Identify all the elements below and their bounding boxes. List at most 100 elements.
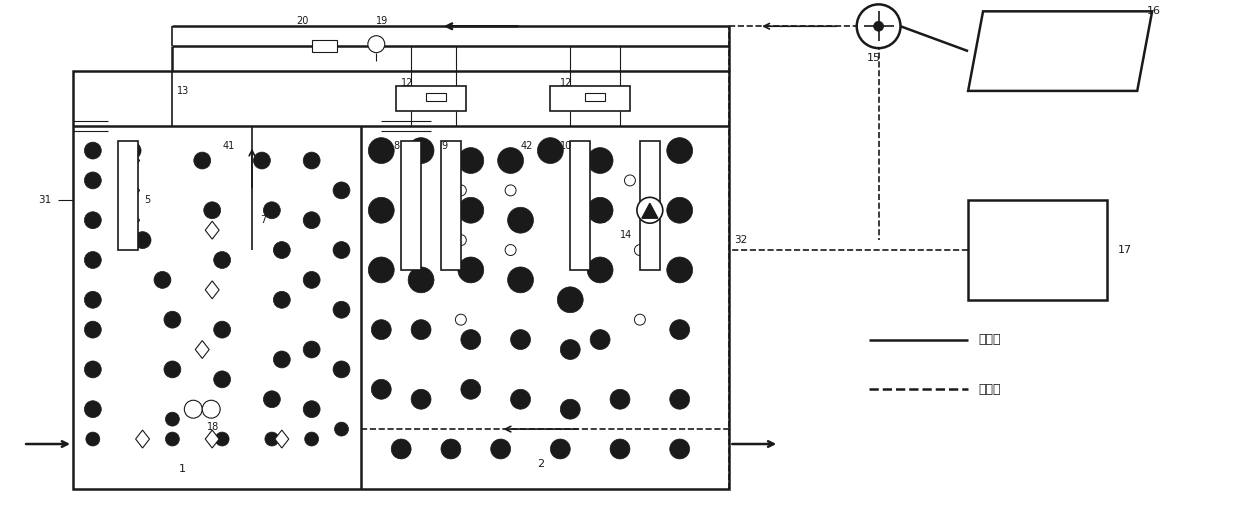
Circle shape	[455, 314, 466, 325]
Circle shape	[263, 202, 280, 219]
Bar	[640, 140, 660, 270]
Text: 1: 1	[179, 464, 186, 474]
Circle shape	[84, 252, 102, 268]
Circle shape	[588, 148, 613, 174]
Circle shape	[84, 401, 102, 418]
Circle shape	[610, 389, 630, 409]
Circle shape	[560, 340, 580, 359]
Text: 18: 18	[207, 422, 219, 432]
Circle shape	[84, 212, 102, 229]
Polygon shape	[642, 203, 657, 218]
Text: 20: 20	[296, 16, 309, 27]
Bar	[427, 93, 446, 101]
Circle shape	[84, 321, 102, 338]
Circle shape	[392, 439, 412, 459]
Circle shape	[304, 271, 320, 289]
Bar	[73, 71, 729, 489]
Circle shape	[637, 197, 662, 223]
Bar	[397, 86, 466, 111]
Polygon shape	[135, 430, 150, 448]
Bar	[402, 140, 422, 270]
Circle shape	[185, 400, 202, 418]
Circle shape	[667, 257, 693, 283]
Circle shape	[874, 21, 884, 31]
Circle shape	[441, 439, 461, 459]
Polygon shape	[125, 152, 140, 170]
Text: 污水管: 污水管	[978, 333, 1001, 346]
Text: 16: 16	[1147, 6, 1161, 16]
Circle shape	[511, 389, 531, 409]
Polygon shape	[125, 211, 140, 229]
Circle shape	[412, 389, 432, 409]
Bar	[968, 200, 1107, 300]
Circle shape	[165, 432, 180, 446]
Circle shape	[213, 371, 231, 388]
Circle shape	[588, 257, 613, 283]
Circle shape	[497, 148, 523, 174]
Text: 7: 7	[260, 215, 267, 225]
Polygon shape	[206, 430, 219, 448]
Circle shape	[590, 330, 610, 349]
Text: 42: 42	[521, 140, 533, 151]
Circle shape	[371, 380, 392, 399]
Circle shape	[560, 399, 580, 419]
Circle shape	[412, 320, 432, 340]
Circle shape	[84, 142, 102, 159]
Circle shape	[461, 330, 481, 349]
Text: 5: 5	[145, 196, 151, 205]
Circle shape	[84, 361, 102, 378]
Bar	[311, 40, 336, 52]
Text: 41: 41	[222, 140, 234, 151]
Text: 31: 31	[38, 196, 51, 205]
Circle shape	[304, 401, 320, 418]
Text: 13: 13	[177, 86, 190, 96]
Bar	[570, 140, 590, 270]
Bar	[118, 140, 138, 250]
Circle shape	[507, 267, 533, 293]
Circle shape	[86, 432, 99, 446]
Circle shape	[193, 152, 211, 169]
Text: 12: 12	[402, 78, 414, 88]
Circle shape	[537, 138, 563, 163]
Text: 15: 15	[867, 53, 880, 63]
Circle shape	[164, 311, 181, 328]
Circle shape	[304, 341, 320, 358]
Text: 19: 19	[376, 16, 388, 27]
Circle shape	[667, 197, 693, 223]
Text: 6: 6	[207, 210, 213, 220]
Circle shape	[213, 321, 231, 338]
Polygon shape	[206, 281, 219, 299]
Circle shape	[84, 291, 102, 308]
Circle shape	[134, 231, 151, 249]
Circle shape	[458, 257, 484, 283]
Circle shape	[368, 197, 394, 223]
Circle shape	[273, 291, 290, 308]
Text: 14: 14	[620, 230, 632, 240]
Text: 32: 32	[734, 235, 748, 245]
Circle shape	[507, 207, 533, 233]
Circle shape	[265, 432, 279, 446]
Polygon shape	[206, 221, 219, 239]
Circle shape	[667, 138, 693, 163]
Circle shape	[461, 380, 481, 399]
Circle shape	[334, 242, 350, 258]
Text: 10: 10	[560, 140, 573, 151]
Polygon shape	[275, 430, 289, 448]
Circle shape	[505, 244, 516, 255]
Circle shape	[154, 271, 171, 289]
Circle shape	[458, 197, 484, 223]
Circle shape	[588, 197, 613, 223]
Circle shape	[635, 314, 645, 325]
Circle shape	[408, 267, 434, 293]
Circle shape	[304, 152, 320, 169]
Circle shape	[670, 439, 689, 459]
Text: 9: 9	[441, 140, 448, 151]
Circle shape	[253, 152, 270, 169]
Circle shape	[635, 244, 645, 255]
Bar	[585, 93, 605, 101]
Circle shape	[213, 252, 231, 268]
Text: 11: 11	[595, 215, 608, 225]
Circle shape	[511, 330, 531, 349]
Circle shape	[458, 148, 484, 174]
Circle shape	[273, 351, 290, 368]
